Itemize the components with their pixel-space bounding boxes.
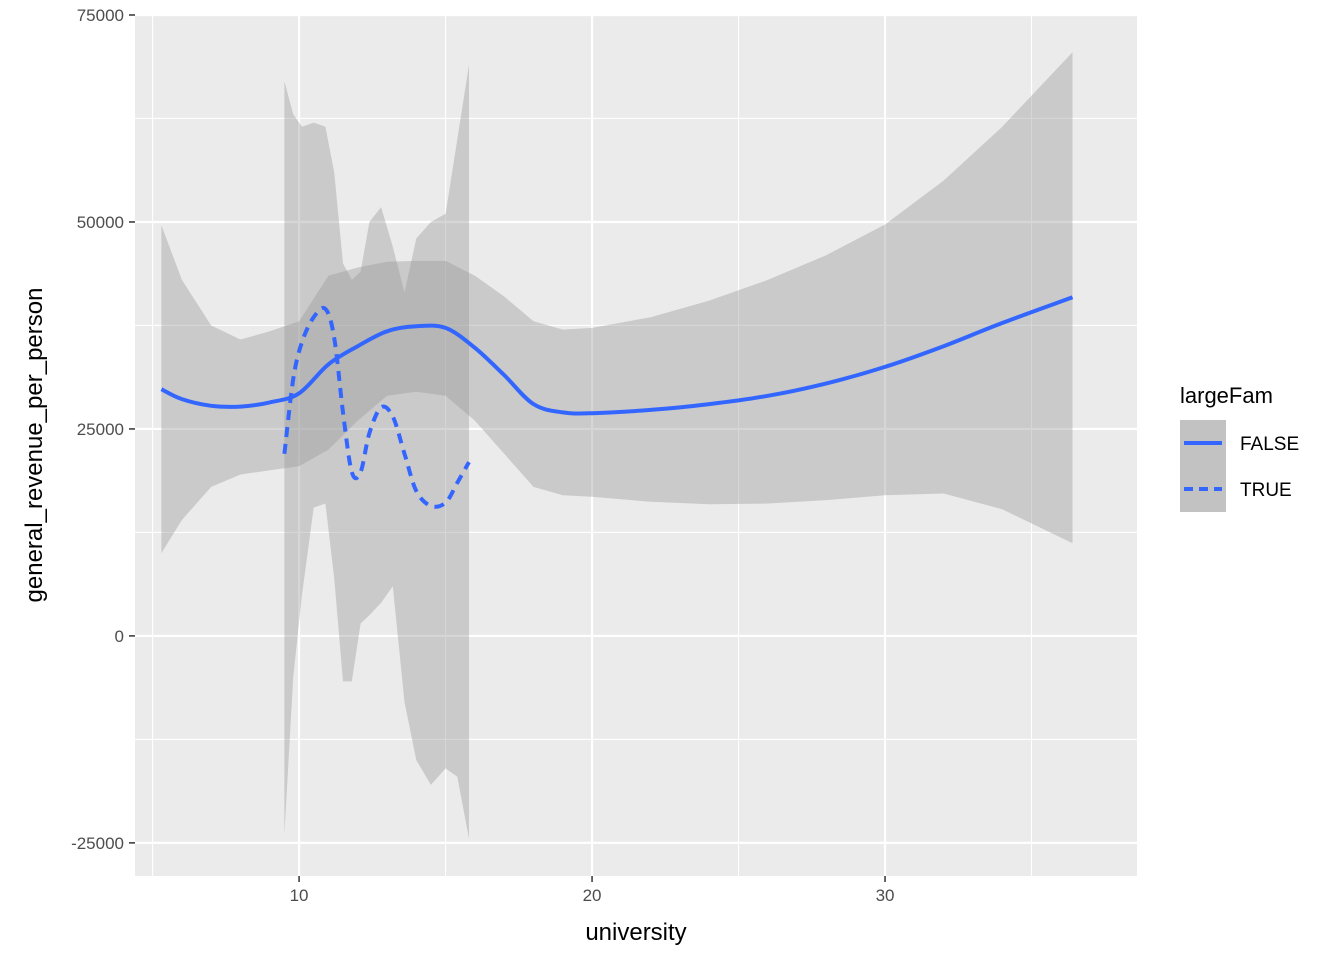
confidence-ribbons	[161, 52, 1073, 839]
legend-label-true: TRUE	[1240, 480, 1292, 501]
minor-gridlines	[135, 15, 1137, 876]
series-line-false	[160, 295, 1074, 416]
x-axis-title: university	[585, 919, 686, 946]
series-line-true	[282, 305, 471, 509]
y-tick-label-1: 0	[115, 627, 124, 646]
y-tick-label-4: 75000	[77, 6, 124, 25]
x-tick-label-0: 10	[290, 886, 309, 905]
y-tick-label-0: -25000	[71, 834, 124, 853]
legend: largeFam FALSE TRUE	[1180, 383, 1299, 512]
ribbon-false	[161, 52, 1073, 554]
plot-panel	[135, 15, 1137, 876]
legend-title: largeFam	[1180, 383, 1273, 408]
x-axis-ticks: 10 20 30	[290, 876, 895, 905]
legend-label-false: FALSE	[1240, 434, 1299, 455]
y-axis-ticks: -25000 0 25000 50000 75000	[71, 6, 135, 853]
x-tick-label-2: 30	[876, 886, 895, 905]
major-gridlines	[135, 13, 1137, 876]
smooth-lines	[160, 295, 1074, 509]
x-tick-label-1: 20	[583, 886, 602, 905]
y-tick-label-2: 25000	[77, 420, 124, 439]
y-axis-title: general_revenue_per_person	[21, 288, 48, 603]
ribbon-true	[284, 64, 469, 839]
y-tick-label-3: 50000	[77, 213, 124, 232]
